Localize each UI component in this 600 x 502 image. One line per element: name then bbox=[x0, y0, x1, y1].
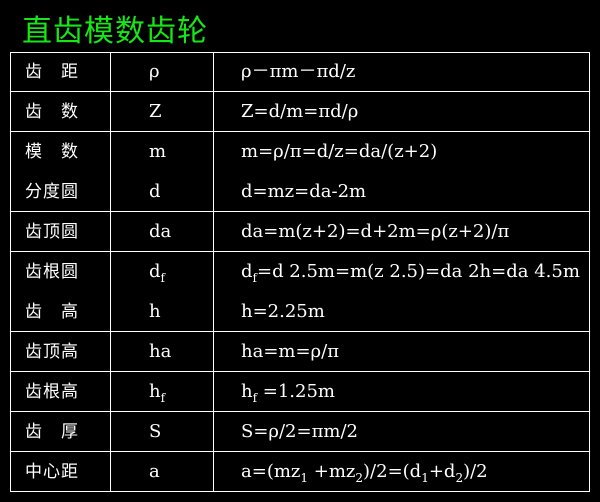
parameter-symbol: S bbox=[149, 412, 161, 452]
text-segment: a bbox=[149, 461, 160, 482]
parameter-formula: da=m(z+2)=d+2m=ρ(z+2)/π bbox=[241, 212, 509, 252]
parameter-formula: m=ρ/π=d/z=da/(z+2) bbox=[241, 132, 437, 172]
parameter-formula: a=(mz1 +mz2)/2=(d1+d2)/2 bbox=[241, 452, 488, 492]
parameter-formula: hf =1.25m bbox=[241, 372, 335, 412]
text-segment: )/2 bbox=[463, 461, 488, 482]
parameter-name: 中心距 bbox=[25, 462, 79, 482]
subscript: f bbox=[252, 271, 257, 285]
text-segment: h=2.25m bbox=[241, 301, 325, 322]
parameter-symbol: ρ bbox=[149, 52, 160, 92]
text-segment: m bbox=[149, 141, 167, 162]
page-title: 直齿模数齿轮 bbox=[22, 14, 208, 49]
table-row: 齿 数 Z Z=d/m=πd/ρ bbox=[11, 92, 589, 132]
table-row: 齿根圆 df df=d 2.5m=m(z 2.5)=da 2h=da 4.5m bbox=[11, 252, 589, 292]
text-segment: =d 2.5m=m(z 2.5)=da 2h=da 4.5m bbox=[256, 261, 580, 282]
parameter-name: 分度圆 bbox=[25, 182, 79, 202]
text-segment: S bbox=[149, 421, 162, 442]
text-segment: ha=m=ρ/π bbox=[241, 341, 340, 362]
column-divider bbox=[213, 53, 214, 491]
subscript: 2 bbox=[455, 471, 464, 485]
gear-formula-table: 齿 距 ρ ρ－πm－πd/z 齿 数 Z Z=d/m=πd/ρ 模 数 m m=ρ/π=d/z… bbox=[10, 52, 590, 492]
text-segment: Z bbox=[149, 101, 162, 122]
table-row: 齿顶高 ha ha=m=ρ/π bbox=[11, 332, 589, 372]
text-segment: =1.25m bbox=[257, 381, 335, 402]
text-segment: m=ρ/π=d/z=da/(z+2) bbox=[241, 141, 438, 162]
parameter-symbol: d bbox=[149, 172, 161, 212]
text-segment: da=m(z+2)=d+2m=ρ(z+2)/π bbox=[241, 221, 510, 242]
text-segment: da bbox=[149, 221, 172, 242]
table-row: 齿 距 ρ ρ－πm－πd/z bbox=[11, 52, 589, 92]
table-row: 齿根高 hf hf =1.25m bbox=[11, 372, 589, 412]
parameter-symbol: hf bbox=[149, 372, 165, 412]
subscript: f bbox=[160, 391, 166, 405]
text-segment: d bbox=[241, 261, 253, 282]
parameter-formula: ρ－πm－πd/z bbox=[241, 52, 355, 92]
subscript: f bbox=[252, 391, 258, 405]
parameter-symbol: Z bbox=[149, 92, 162, 132]
parameter-name: 齿根圆 bbox=[25, 262, 79, 282]
text-segment: h bbox=[149, 381, 161, 402]
text-segment: ha bbox=[149, 341, 172, 362]
subscript: 1 bbox=[421, 471, 429, 485]
table-row: 齿 厚 S S=ρ/2=πm/2 bbox=[11, 412, 589, 452]
subscript: f bbox=[160, 271, 165, 285]
column-divider bbox=[110, 53, 111, 491]
text-segment: )/2=(d bbox=[363, 461, 422, 482]
subscript: 2 bbox=[355, 471, 364, 485]
text-segment: S=ρ/2=πm/2 bbox=[241, 421, 359, 442]
parameter-name: 齿 高 bbox=[25, 302, 79, 322]
parameter-name: 模 数 bbox=[25, 142, 79, 162]
text-segment: +mz bbox=[308, 461, 356, 482]
text-segment: +d bbox=[428, 461, 456, 482]
text-segment: Z=d/m=πd/ρ bbox=[241, 101, 359, 122]
parameter-symbol: ha bbox=[149, 332, 171, 372]
parameter-name: 齿 数 bbox=[25, 102, 79, 122]
parameter-name: 齿 距 bbox=[25, 62, 79, 82]
text-segment: h bbox=[241, 381, 253, 402]
subscript: 1 bbox=[300, 471, 309, 485]
parameter-symbol: h bbox=[149, 292, 161, 332]
text-segment: ρ bbox=[149, 61, 160, 82]
text-segment: a=(mz bbox=[241, 461, 301, 482]
parameter-formula: Z=d/m=πd/ρ bbox=[241, 92, 358, 132]
table-row: 中心距 a a=(mz1 +mz2)/2=(d1+d2)/2 bbox=[11, 452, 589, 492]
table-row: 模 数 m m=ρ/π=d/z=da/(z+2) bbox=[11, 132, 589, 172]
table-row: 齿顶圆 da da=m(z+2)=d+2m=ρ(z+2)/π bbox=[11, 212, 589, 252]
text-segment: d bbox=[149, 261, 161, 282]
parameter-name: 齿顶圆 bbox=[25, 222, 79, 242]
text-segment: d bbox=[149, 181, 161, 202]
parameter-name: 齿根高 bbox=[25, 382, 79, 402]
parameter-symbol: da bbox=[149, 212, 171, 252]
parameter-formula: d=mz=da-2m bbox=[241, 172, 366, 212]
parameter-formula: h=2.25m bbox=[241, 292, 325, 332]
parameter-name: 齿顶高 bbox=[25, 342, 79, 362]
parameter-formula: S=ρ/2=πm/2 bbox=[241, 412, 358, 452]
parameter-symbol: a bbox=[149, 452, 160, 492]
parameter-symbol: m bbox=[149, 132, 166, 172]
text-segment: ρ－πm－πd/z bbox=[241, 61, 356, 82]
parameter-formula: ha=m=ρ/π bbox=[241, 332, 339, 372]
table-row: 齿 高 h h=2.25m bbox=[11, 292, 589, 332]
text-segment: d=mz=da-2m bbox=[241, 181, 367, 202]
parameter-symbol: df bbox=[149, 252, 165, 292]
parameter-formula: df=d 2.5m=m(z 2.5)=da 2h=da 4.5m bbox=[241, 252, 580, 292]
parameter-name: 齿 厚 bbox=[25, 422, 79, 442]
text-segment: h bbox=[149, 301, 161, 322]
table-row: 分度圆 d d=mz=da-2m bbox=[11, 172, 589, 212]
